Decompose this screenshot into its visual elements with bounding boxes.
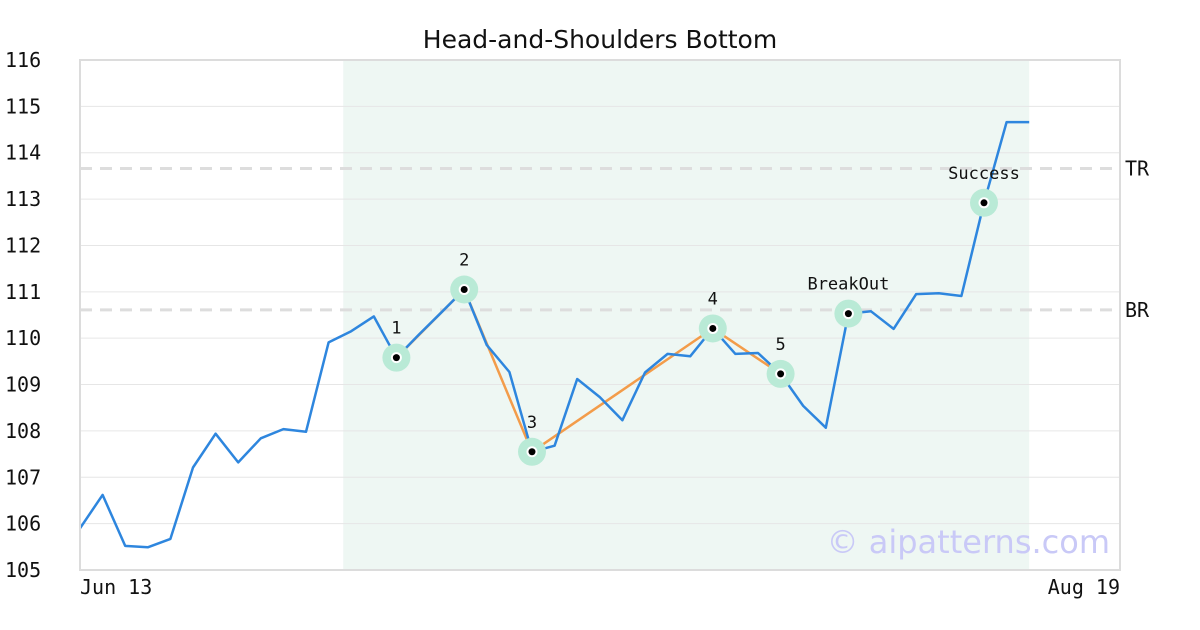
pattern-point-label-3: 3: [527, 413, 537, 433]
y-tick-label: 115: [5, 94, 41, 118]
marker-dot-5: [777, 370, 785, 378]
y-tick-label: 114: [5, 141, 41, 165]
reference-label-tr: TR: [1125, 156, 1150, 180]
watermark: © aipatterns.com: [827, 523, 1110, 561]
marker-dot-3: [528, 448, 536, 456]
y-tick-label: 110: [5, 326, 41, 350]
marker-dot-breakout: [844, 310, 852, 318]
plot-frame: [79, 59, 1121, 571]
chart-title: Head-and-Shoulders Bottom: [423, 25, 777, 54]
marker-dot-4: [709, 324, 717, 332]
y-tick-label: 112: [5, 233, 41, 257]
pattern-highlight-band: [343, 60, 1030, 570]
marker-dot-success: [980, 199, 988, 207]
pattern-point-label-1: 1: [391, 319, 401, 339]
y-tick-label: 105: [5, 558, 41, 582]
y-tick-label: 109: [5, 373, 41, 397]
y-tick-label: 108: [5, 419, 41, 443]
pattern-point-label-2: 2: [459, 251, 469, 271]
price-series-line: [78, 120, 1030, 549]
y-tick-label: 107: [5, 465, 41, 489]
reference-label-br: BR: [1125, 298, 1150, 322]
x-tick-label: Aug 19: [1048, 575, 1120, 599]
marker-dot-2: [460, 286, 468, 293]
x-tick-label: Jun 13: [80, 575, 152, 599]
pattern-point-label-5: 5: [775, 335, 785, 355]
y-tick-label: 113: [5, 187, 41, 211]
event-label-success: Success: [948, 164, 1020, 184]
y-tick-label: 111: [5, 280, 41, 304]
event-label-breakout: BreakOut: [807, 275, 889, 295]
y-tick-label: 106: [5, 512, 41, 536]
marker-dot-1: [392, 354, 400, 362]
pattern-point-label-4: 4: [708, 289, 718, 309]
y-tick-label: 116: [5, 48, 41, 72]
